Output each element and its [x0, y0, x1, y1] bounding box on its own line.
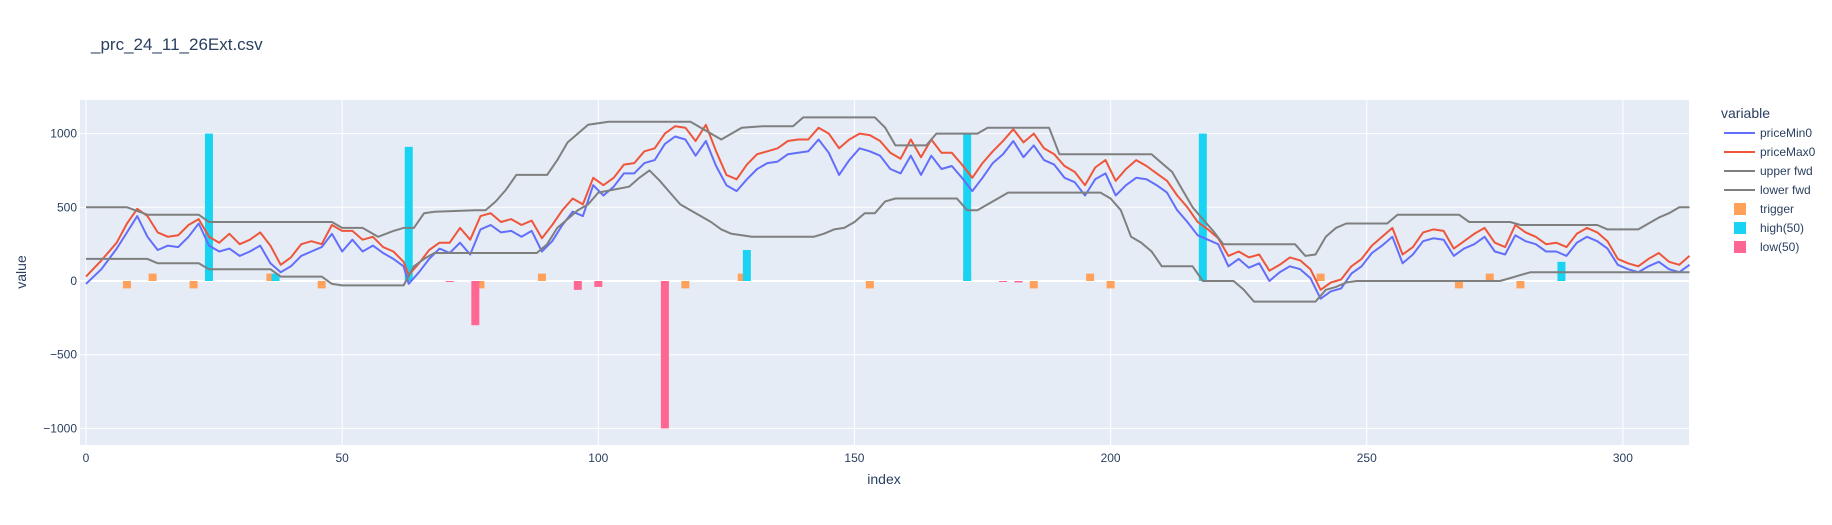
- bar-trigger: [148, 273, 157, 281]
- bar-high50: [1198, 133, 1207, 281]
- y-tick-label: −500: [50, 348, 77, 362]
- bar-high50: [271, 273, 280, 281]
- line-lowerfwd: [86, 169, 1690, 303]
- bar-trigger: [537, 273, 546, 281]
- bar-low50: [445, 281, 454, 282]
- bar-low50: [471, 281, 480, 326]
- bar-high50: [404, 146, 413, 281]
- line-pricemax0: [85, 123, 1691, 291]
- legend-label-pricemax0: priceMax0: [1760, 145, 1816, 159]
- x-tick-label: 150: [844, 451, 864, 465]
- grid-lines: [80, 100, 1689, 445]
- chart-title: _prc_24_11_26Ext.csv: [90, 35, 263, 54]
- y-tick-label: 500: [57, 200, 77, 214]
- x-tick-label: 300: [1613, 451, 1633, 465]
- bar-high50: [742, 250, 751, 281]
- x-tick-label: 100: [588, 451, 608, 465]
- bar-low50: [1014, 281, 1023, 283]
- bar-high50: [204, 133, 213, 281]
- x-axis-title: index: [867, 471, 900, 487]
- line-upperfwd: [86, 116, 1690, 257]
- bar-high50: [963, 133, 972, 281]
- bar-trigger: [1029, 281, 1038, 289]
- bar-trigger: [189, 281, 198, 289]
- y-tick-label: −1000: [43, 421, 77, 435]
- bar-trigger: [1106, 281, 1115, 289]
- legend-label-lowerfwd: lower fwd: [1760, 183, 1811, 197]
- bar-trigger: [476, 281, 485, 289]
- bar-trigger: [865, 281, 874, 289]
- bar-trigger: [122, 281, 131, 289]
- plot-area: [80, 100, 1689, 445]
- bar-trigger: [737, 273, 746, 281]
- bar-trigger: [681, 281, 690, 289]
- y-axis-title: value: [13, 255, 29, 289]
- bar-trigger: [1485, 273, 1494, 281]
- bar-low50: [594, 281, 603, 287]
- bar-low50: [573, 281, 582, 290]
- legend-label-trigger: trigger: [1760, 202, 1794, 216]
- legend-label-upperfwd: upper fwd: [1760, 164, 1813, 178]
- legend-swatch-trigger: [1734, 203, 1746, 215]
- x-tick-label: 250: [1357, 451, 1377, 465]
- line-series: [85, 116, 1691, 303]
- y-axis-ticks: −1000 −500 0 500 1000: [43, 127, 77, 436]
- legend-title: variable: [1721, 105, 1770, 121]
- legend: variable priceMin0 priceMax0 upper fwd lowe…: [1721, 105, 1816, 254]
- bar-trigger: [317, 281, 326, 289]
- legend-label-pricemin0: priceMin0: [1760, 126, 1812, 140]
- y-tick-label: 0: [70, 274, 77, 288]
- legend-swatch-high50: [1734, 222, 1746, 234]
- x-axis-ticks: 0 50 100 150 200 250 300: [83, 451, 1634, 465]
- bar-trigger: [1316, 273, 1325, 281]
- legend-swatch-low50: [1734, 241, 1746, 253]
- line-pricemin0: [85, 135, 1691, 300]
- legend-label-high50: high(50): [1760, 221, 1804, 235]
- bar-trigger: [266, 273, 275, 281]
- x-tick-label: 200: [1101, 451, 1121, 465]
- y-tick-label: 1000: [50, 127, 77, 141]
- bar-trigger: [1454, 281, 1463, 289]
- x-tick-label: 50: [335, 451, 349, 465]
- bar-low50: [999, 281, 1008, 282]
- bar-trigger: [1086, 273, 1095, 281]
- legend-label-low50: low(50): [1760, 240, 1799, 254]
- bar-trigger: [1516, 281, 1525, 289]
- bar-low50: [660, 281, 669, 429]
- x-tick-label: 0: [83, 451, 90, 465]
